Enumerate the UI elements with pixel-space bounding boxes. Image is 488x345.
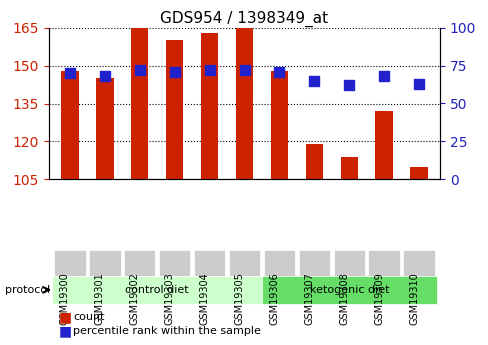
- Point: [205, 67, 213, 73]
- Text: protocol: protocol: [5, 285, 50, 295]
- Bar: [375, 111, 392, 179]
- Text: GSM19305: GSM19305: [234, 273, 244, 325]
- Text: percentile rank within the sample: percentile rank within the sample: [73, 326, 261, 336]
- Text: GSM19303: GSM19303: [164, 273, 174, 325]
- Bar: [305, 144, 323, 179]
- Text: ■: ■: [59, 324, 72, 338]
- Bar: [409, 167, 427, 179]
- Text: GSM19310: GSM19310: [408, 273, 418, 325]
- Point: [66, 70, 74, 76]
- Bar: [131, 28, 148, 179]
- Bar: [270, 71, 287, 179]
- Text: control diet: control diet: [125, 285, 188, 295]
- Text: GSM19306: GSM19306: [269, 273, 279, 325]
- Point: [101, 73, 108, 79]
- Text: GSM19308: GSM19308: [339, 273, 348, 325]
- Bar: [96, 78, 113, 179]
- Point: [136, 67, 143, 73]
- Point: [380, 73, 387, 79]
- Text: GSM19304: GSM19304: [199, 273, 209, 325]
- Bar: [201, 33, 218, 179]
- Text: GSM19301: GSM19301: [95, 273, 104, 325]
- Point: [310, 78, 318, 83]
- Bar: [235, 28, 253, 179]
- Point: [345, 82, 352, 88]
- Bar: [340, 157, 357, 179]
- Text: ■: ■: [59, 310, 72, 324]
- Text: GSM19309: GSM19309: [373, 273, 384, 325]
- Bar: [165, 40, 183, 179]
- Text: GSM19302: GSM19302: [129, 273, 140, 325]
- Bar: [61, 71, 79, 179]
- Text: GDS954 / 1398349_at: GDS954 / 1398349_at: [160, 10, 328, 27]
- Point: [240, 67, 248, 73]
- Text: GSM19300: GSM19300: [60, 273, 70, 325]
- Point: [414, 81, 422, 87]
- Text: GSM19307: GSM19307: [304, 273, 314, 325]
- Text: ketogenic diet: ketogenic diet: [309, 285, 388, 295]
- Text: count: count: [73, 313, 104, 322]
- Point: [275, 69, 283, 75]
- Point: [170, 69, 178, 75]
